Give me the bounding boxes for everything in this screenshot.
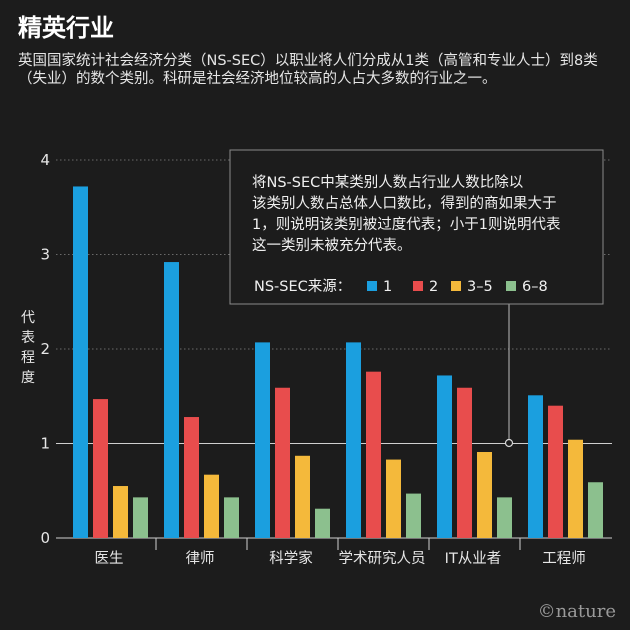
bar [204, 474, 219, 538]
bar [477, 452, 492, 538]
y-tick-label: 4 [40, 151, 50, 169]
grid-lines [56, 159, 612, 539]
bar [528, 395, 543, 538]
annotation-text-line: 将NS-SEC中某类别人数占行业人数比除以 [252, 174, 523, 191]
bar [295, 455, 310, 538]
bar [568, 439, 583, 538]
bars [73, 186, 603, 538]
legend-swatch [506, 281, 516, 291]
bar [113, 486, 128, 538]
bar [588, 482, 603, 538]
annotation-text-line: 1，则说明该类别被过度代表；小于1则说明代表 [252, 216, 561, 233]
chart-title: 精英行业 [18, 14, 114, 42]
legend-swatch [451, 281, 461, 291]
chart-subtitle: 英国国家统计社会经济分类（NS-SEC）以职业将人们分成从1类（高管和专业人士）… [18, 53, 598, 87]
y-axis-label-char: 表 [21, 330, 35, 346]
x-tick-label: 律师 [186, 550, 215, 567]
bar [164, 262, 179, 538]
annotation-box: 将NS-SEC中某类别人数占行业人数比除以该类别人数占总体人口数比，得到的商如果… [229, 149, 604, 448]
y-tick-label: 3 [40, 246, 50, 264]
bar [548, 405, 563, 538]
annotation-frame [229, 149, 604, 305]
bar [437, 375, 452, 538]
x-tick-label: 科学家 [269, 550, 313, 567]
bar [133, 497, 148, 538]
x-tick-label: 工程师 [542, 550, 586, 567]
bar [346, 342, 361, 538]
nature-credit: ©nature [537, 601, 616, 622]
bar [73, 186, 88, 538]
y-tick-label: 1 [40, 435, 50, 453]
y-tick-labels: 0 1 2 3 4 [40, 151, 50, 547]
y-tick-label: 2 [40, 340, 50, 358]
bar [315, 508, 330, 538]
bar [366, 371, 381, 538]
bar [275, 387, 290, 538]
annotation-text-line: 该类别人数占总体人口数比，得到的商如果大于 [252, 195, 557, 212]
y-axis-label-char: 程 [21, 350, 35, 366]
legend-label: 6–8 [522, 279, 548, 295]
bar [406, 493, 421, 538]
x-tick-label: 医生 [95, 550, 124, 567]
bar [497, 497, 512, 538]
legend-swatch [367, 281, 377, 291]
legend-swatch [413, 281, 423, 291]
bar [386, 459, 401, 538]
x-tick-labels: 医生 律师 科学家 学术研究人员 IT从业者 工程师 [95, 538, 586, 567]
bar [255, 342, 270, 538]
legend-label: 3–5 [467, 279, 493, 295]
y-tick-label: 0 [40, 529, 50, 547]
x-tick-label: IT从业者 [445, 550, 502, 567]
x-tick-label: 学术研究人员 [339, 550, 426, 567]
legend-title: NS-SEC来源： [254, 278, 351, 295]
annotation-marker [504, 438, 514, 448]
annotation-text-line: 这一类别未被充分代表。 [252, 237, 412, 254]
y-axis-label-char: 代 [21, 310, 35, 326]
y-axis-label-char: 度 [21, 370, 35, 386]
legend-label: 1 [383, 279, 392, 295]
legend-label: 2 [429, 279, 438, 295]
bar [224, 497, 239, 538]
bar [457, 387, 472, 538]
bar [184, 417, 199, 538]
bar [93, 399, 108, 538]
